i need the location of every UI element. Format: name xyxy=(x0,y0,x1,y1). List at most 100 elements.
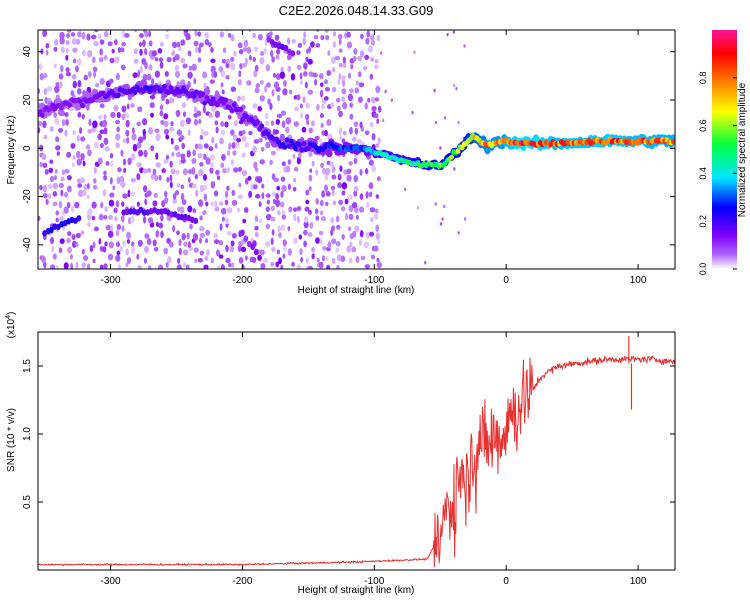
noise-blob xyxy=(208,146,214,152)
noise-blob xyxy=(371,105,377,112)
noise-blob xyxy=(192,233,199,241)
noise-blob xyxy=(55,81,60,87)
noise-blob xyxy=(215,169,220,176)
noise-blob xyxy=(116,250,121,256)
noise-blob xyxy=(136,162,142,168)
noise-blob xyxy=(172,41,178,49)
noise-blob xyxy=(380,51,383,55)
noise-blob xyxy=(61,119,66,127)
noise-blob xyxy=(341,233,345,241)
noise-blob xyxy=(290,73,296,81)
noise-blob xyxy=(193,77,197,85)
noise-blob xyxy=(160,119,165,125)
noise-blob xyxy=(75,242,79,248)
noise-blob xyxy=(318,72,324,80)
noise-blob xyxy=(356,138,363,144)
trace-core xyxy=(77,98,83,104)
noise-blob xyxy=(58,200,63,209)
colorbar-tick-label: 0.2 xyxy=(698,215,708,228)
noise-blob xyxy=(314,208,319,215)
noise-blob xyxy=(211,71,214,78)
noise-blob xyxy=(199,232,206,238)
noise-blob xyxy=(115,229,120,237)
noise-blob xyxy=(142,216,147,224)
noise-blob xyxy=(374,97,380,102)
noise-blob xyxy=(237,95,241,102)
noise-blob xyxy=(195,46,199,53)
noise-blob xyxy=(373,213,379,220)
noise-blob xyxy=(226,207,233,214)
noise-blob xyxy=(224,217,230,225)
noise-blob xyxy=(340,206,346,212)
noise-blob xyxy=(259,51,265,56)
noise-blob xyxy=(71,233,76,241)
noise-blob xyxy=(139,33,144,38)
noise-blob xyxy=(42,30,48,38)
noise-blob xyxy=(181,101,186,109)
noise-blob xyxy=(285,165,291,173)
noise-blob xyxy=(58,127,64,133)
noise-blob xyxy=(154,57,159,62)
noise-blob xyxy=(138,41,143,47)
noise-blob xyxy=(322,246,327,251)
trace-core xyxy=(219,96,224,102)
noise-blob xyxy=(390,98,393,103)
noise-blob xyxy=(250,183,255,191)
noise-blob xyxy=(103,114,107,120)
noise-blob xyxy=(88,70,92,78)
trace-core xyxy=(191,93,197,99)
noise-blob xyxy=(258,201,262,208)
noise-blob xyxy=(324,30,329,34)
noise-blob xyxy=(324,129,328,137)
noise-blob xyxy=(357,96,363,103)
trace-core xyxy=(115,92,121,99)
noise-blob xyxy=(160,230,164,239)
noise-blob xyxy=(99,264,104,269)
noise-blob xyxy=(158,174,162,181)
noise-blob xyxy=(180,57,186,64)
noise-blob xyxy=(66,201,71,209)
noise-blob xyxy=(366,201,370,209)
noise-blob xyxy=(49,159,54,164)
noise-blob xyxy=(120,149,124,157)
noise-blob xyxy=(121,105,127,113)
noise-blob xyxy=(314,78,318,86)
noise-blob xyxy=(121,240,126,246)
noise-blob xyxy=(220,82,224,88)
noise-blob xyxy=(348,226,352,232)
noise-blob xyxy=(271,246,276,253)
noise-blob xyxy=(89,244,94,253)
noise-blob xyxy=(199,135,204,140)
noise-blob xyxy=(248,190,253,199)
noise-blob xyxy=(85,144,91,150)
noise-blob xyxy=(148,30,152,38)
noise-blob xyxy=(71,162,75,168)
noise-blob xyxy=(142,129,146,136)
noise-blob xyxy=(298,234,302,240)
noise-blob xyxy=(42,120,47,129)
noise-blob xyxy=(77,79,82,88)
noise-blob xyxy=(149,94,156,100)
noise-blob xyxy=(111,22,115,29)
noise-blob xyxy=(155,230,160,238)
noise-blob xyxy=(185,117,192,125)
spectrogram-x-label: Height of straight line (km) xyxy=(298,285,415,296)
noise-blob xyxy=(180,39,186,46)
noise-blob xyxy=(83,74,89,81)
noise-blob xyxy=(146,73,152,81)
noise-blob xyxy=(324,184,329,192)
noise-blob xyxy=(108,199,115,207)
noise-blob xyxy=(121,41,126,47)
noise-blob xyxy=(83,255,89,261)
noise-blob xyxy=(81,248,85,255)
noise-blob xyxy=(127,189,131,198)
noise-blob xyxy=(309,221,314,229)
noise-blob xyxy=(373,113,379,119)
noise-blob xyxy=(123,167,127,173)
noise-blob xyxy=(124,113,130,119)
noise-blob xyxy=(142,168,148,174)
noise-blob xyxy=(59,37,65,45)
noise-blob xyxy=(364,102,368,110)
noise-blob xyxy=(179,119,186,128)
noise-blob xyxy=(261,192,265,200)
